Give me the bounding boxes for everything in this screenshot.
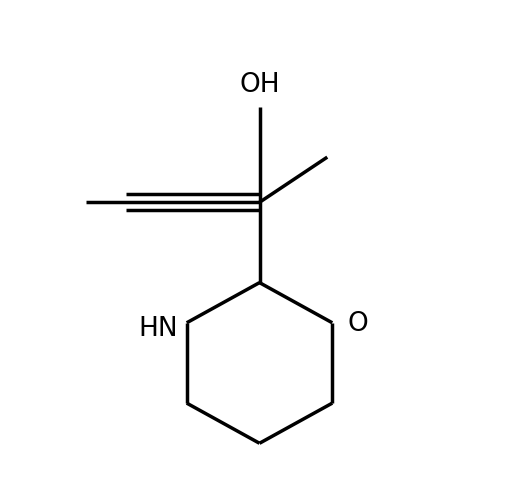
Text: O: O — [347, 310, 368, 336]
Text: OH: OH — [239, 72, 280, 98]
Text: HN: HN — [138, 315, 177, 341]
